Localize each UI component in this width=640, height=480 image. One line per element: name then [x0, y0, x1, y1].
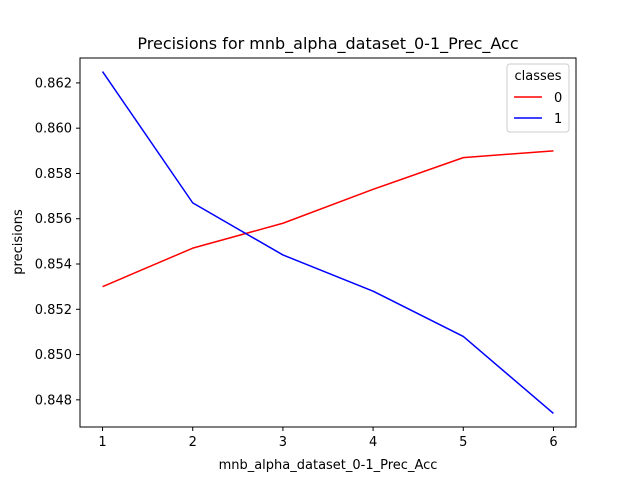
- y-tick-label: 0.860: [35, 122, 72, 137]
- chart-title: Precisions for mnb_alpha_dataset_0-1_Pre…: [137, 34, 518, 54]
- legend-box: [506, 63, 570, 133]
- series-line-class-0: [102, 150, 554, 288]
- x-axis: 1 2 3 4 5 6: [98, 427, 558, 450]
- y-axis: 0.848 0.850 0.852 0.854 0.856 0.858 0.860 0.862: [35, 76, 80, 408]
- x-axis-title: mnb_alpha_dataset_0-1_Prec_Acc: [219, 458, 438, 473]
- x-tick-label: 2: [189, 435, 197, 450]
- y-axis-title: precisions: [11, 209, 26, 275]
- x-tick-label: 3: [279, 435, 287, 450]
- y-tick-label: 0.848: [35, 393, 72, 408]
- y-tick-label: 0.858: [35, 167, 72, 182]
- legend-title: classes: [514, 69, 561, 84]
- y-tick-label: 0.850: [35, 348, 72, 363]
- x-tick-label: 4: [369, 435, 377, 450]
- y-tick-label: 0.856: [35, 212, 72, 227]
- x-tick-label: 1: [98, 435, 106, 450]
- y-tick-label: 0.862: [35, 76, 72, 91]
- legend: classes 0 1: [506, 63, 570, 133]
- y-tick-label: 0.854: [35, 258, 72, 273]
- series-line-class-1: [101, 71, 554, 414]
- y-tick-label: 0.852: [35, 303, 72, 318]
- plot-frame: [79, 57, 577, 428]
- plot-lines: [101, 71, 554, 414]
- legend-label-class-1: 1: [554, 112, 562, 127]
- x-tick-label: 6: [549, 435, 557, 450]
- legend-label-class-0: 0: [554, 91, 562, 106]
- x-tick-label: 5: [459, 435, 467, 450]
